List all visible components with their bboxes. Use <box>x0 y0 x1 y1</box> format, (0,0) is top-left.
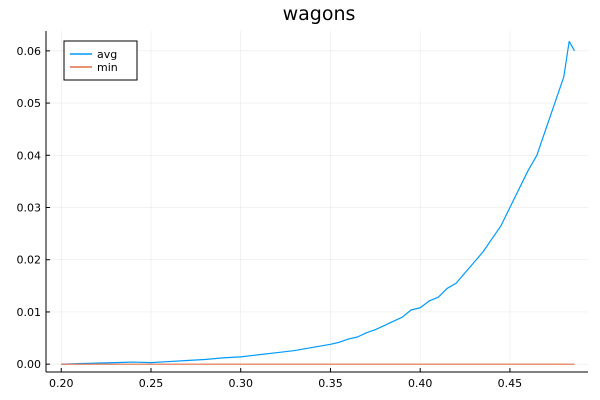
legend-box <box>63 40 138 81</box>
x-tick-label: 0.20 <box>49 377 74 390</box>
legend-label-min: min <box>97 61 118 74</box>
y-tick-label: 0.02 <box>17 254 42 267</box>
tick-labels: 0.20 0.25 0.30 0.35 0.40 0.45 0.00 0.01 0.02 0.03… <box>17 45 523 390</box>
x-tick-label: 0.45 <box>498 377 523 390</box>
y-tick-label: 0.00 <box>17 358 42 371</box>
grid <box>46 31 588 372</box>
legend-label-avg: avg <box>97 48 117 61</box>
y-tick-label: 0.06 <box>17 45 42 58</box>
series-line-avg <box>61 40 576 365</box>
chart-title: wagons <box>283 3 356 25</box>
series-lines <box>61 40 576 365</box>
y-tick-label: 0.05 <box>17 97 42 110</box>
x-tick-label: 0.30 <box>228 377 253 390</box>
axes <box>45 31 588 373</box>
x-tick-label: 0.25 <box>139 377 164 390</box>
y-tick-label: 0.01 <box>17 306 42 319</box>
x-tick-label: 0.40 <box>408 377 433 390</box>
x-tick-label: 0.35 <box>318 377 343 390</box>
y-tick-label: 0.03 <box>17 202 42 215</box>
y-tick-label: 0.04 <box>17 149 42 162</box>
